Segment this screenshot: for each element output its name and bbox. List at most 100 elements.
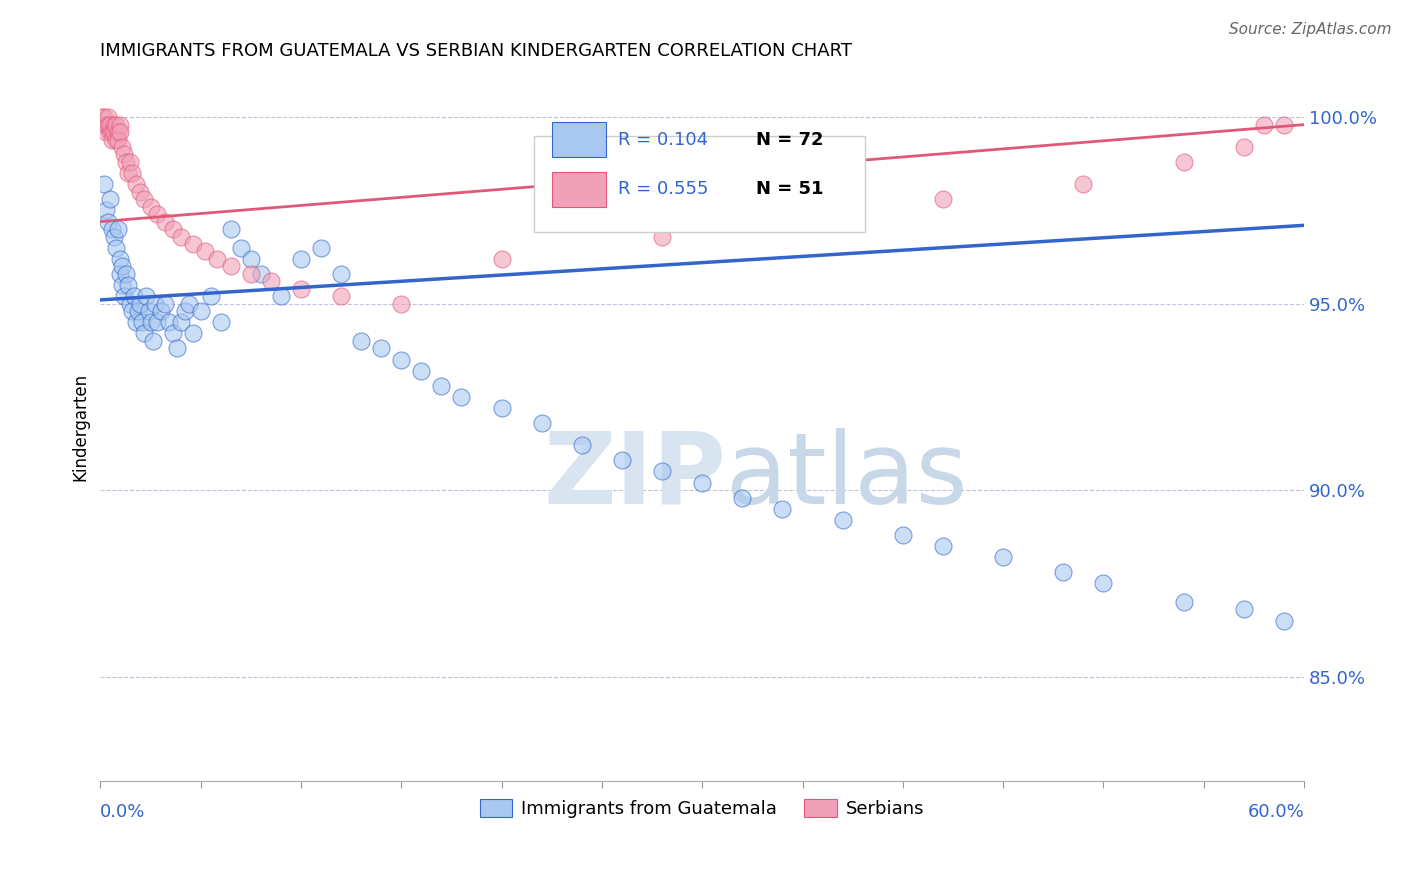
Bar — [551, 122, 606, 158]
Point — [250, 267, 273, 281]
Point — [153, 296, 176, 310]
Point — [290, 252, 312, 266]
Point — [389, 352, 412, 367]
Point — [891, 528, 914, 542]
Point — [200, 289, 222, 303]
Point — [107, 132, 129, 146]
Point — [93, 118, 115, 132]
Point — [139, 200, 162, 214]
Point — [97, 214, 120, 228]
Point — [530, 416, 553, 430]
Text: N = 51: N = 51 — [756, 180, 824, 198]
Point — [219, 222, 242, 236]
Point — [169, 229, 191, 244]
Point — [145, 207, 167, 221]
Point — [139, 315, 162, 329]
Point — [290, 282, 312, 296]
Point — [309, 241, 332, 255]
Point — [239, 267, 262, 281]
Point — [96, 203, 118, 218]
Y-axis label: Kindergarten: Kindergarten — [72, 373, 89, 481]
Point — [772, 501, 794, 516]
Point — [100, 118, 122, 132]
Point — [141, 334, 163, 348]
Point — [107, 222, 129, 236]
Point — [115, 267, 138, 281]
Point — [162, 222, 184, 236]
Point — [117, 166, 139, 180]
Point — [260, 274, 283, 288]
Text: ZIP: ZIP — [543, 428, 727, 524]
Point — [97, 118, 120, 132]
Point — [110, 118, 132, 132]
Text: N = 72: N = 72 — [756, 131, 824, 149]
Point — [96, 125, 118, 139]
Point — [112, 147, 135, 161]
Text: atlas: atlas — [727, 428, 967, 524]
Point — [103, 118, 125, 132]
Point — [138, 304, 160, 318]
Point — [127, 304, 149, 318]
Point — [121, 166, 143, 180]
Point — [121, 304, 143, 318]
Point — [1073, 178, 1095, 192]
Point — [173, 304, 195, 318]
Point — [270, 289, 292, 303]
Point — [103, 229, 125, 244]
Point — [125, 178, 148, 192]
Point — [120, 296, 142, 310]
Point — [370, 342, 392, 356]
Point — [194, 244, 217, 259]
Point — [1173, 155, 1195, 169]
Point — [690, 475, 713, 490]
Point — [1233, 602, 1256, 616]
Point — [134, 192, 156, 206]
Point — [100, 192, 122, 206]
Point — [93, 178, 115, 192]
Point — [330, 289, 353, 303]
Point — [112, 289, 135, 303]
Point — [205, 252, 228, 266]
Text: 0.0%: 0.0% — [100, 804, 146, 822]
Text: R = 0.104: R = 0.104 — [619, 131, 709, 149]
Point — [101, 132, 124, 146]
Point — [209, 315, 232, 329]
Point — [1052, 565, 1074, 579]
Point — [1173, 595, 1195, 609]
Point — [229, 241, 252, 255]
Point — [831, 513, 853, 527]
Point — [100, 125, 122, 139]
Point — [1272, 614, 1295, 628]
Point — [110, 125, 132, 139]
Point — [190, 304, 212, 318]
Point — [350, 334, 373, 348]
Point — [105, 118, 128, 132]
Point — [91, 110, 114, 124]
Legend: Immigrants from Guatemala, Serbians: Immigrants from Guatemala, Serbians — [472, 791, 932, 825]
Point — [411, 364, 433, 378]
Point — [491, 252, 513, 266]
Point — [93, 110, 115, 124]
Point — [143, 296, 166, 310]
Point — [101, 222, 124, 236]
Point — [181, 326, 204, 341]
Point — [117, 278, 139, 293]
Point — [731, 491, 754, 505]
Point — [166, 342, 188, 356]
Point — [115, 155, 138, 169]
Point — [239, 252, 262, 266]
Point — [131, 315, 153, 329]
Point — [610, 453, 633, 467]
Point — [110, 267, 132, 281]
Point — [124, 289, 146, 303]
Point — [110, 252, 132, 266]
Point — [107, 125, 129, 139]
Point — [1233, 140, 1256, 154]
Point — [96, 118, 118, 132]
Point — [330, 267, 353, 281]
Point — [169, 315, 191, 329]
Point — [792, 214, 814, 228]
Point — [105, 132, 128, 146]
Text: 60.0%: 60.0% — [1247, 804, 1305, 822]
Point — [125, 315, 148, 329]
